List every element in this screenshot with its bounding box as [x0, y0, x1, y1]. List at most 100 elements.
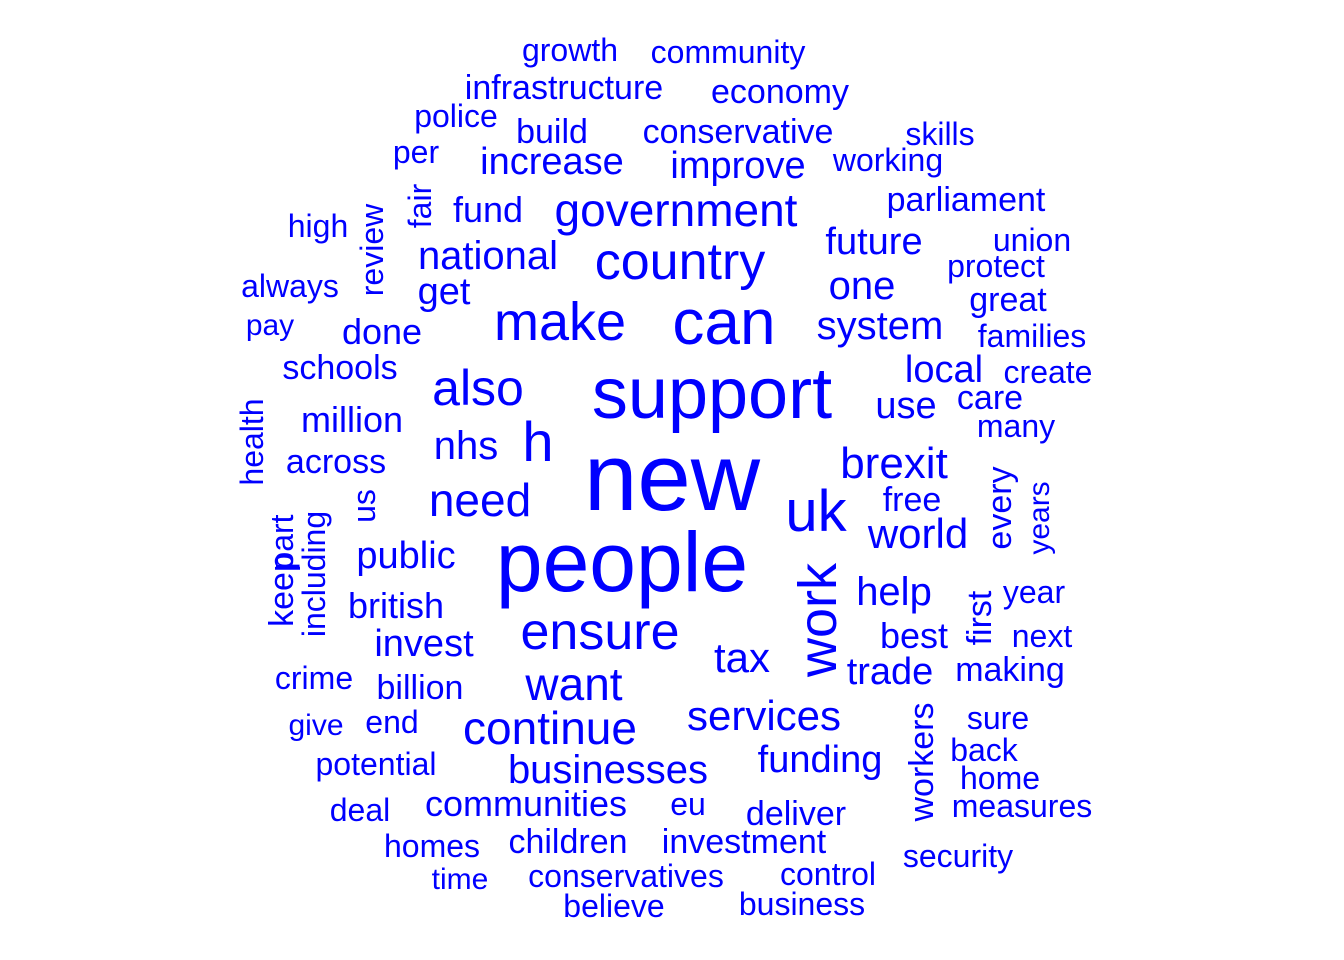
word-get: get [417, 271, 471, 313]
word-fund: fund [452, 189, 524, 230]
word-per: per [392, 134, 440, 170]
word-free: free [882, 481, 942, 519]
word-work: work [788, 562, 848, 678]
word-across: across [285, 443, 387, 481]
word-help: help [856, 570, 932, 614]
word-community: community [650, 34, 806, 70]
word-increase: increase [480, 141, 624, 183]
word-conservative: conservative [642, 113, 834, 151]
word-conservatives: conservatives [528, 858, 724, 894]
word-end: end [365, 704, 419, 740]
word-crime: crime [274, 660, 354, 696]
word-workers: workers [903, 702, 941, 822]
word-eu: eu [670, 786, 706, 822]
word-create: create [1003, 354, 1093, 390]
word-home: home [959, 760, 1041, 796]
word-brexit: brexit [840, 439, 948, 488]
word-british: british [347, 585, 445, 626]
word-support: support [591, 354, 833, 434]
word-can: can [672, 286, 776, 358]
word-protect: protect [947, 248, 1045, 284]
word-schools: schools [282, 349, 398, 387]
word-parliament: parliament [886, 181, 1046, 219]
word-need: need [428, 474, 532, 526]
word-believe: believe [563, 888, 665, 924]
word-including: including [296, 510, 332, 638]
word-fair: fair [402, 183, 438, 229]
word-always: always [241, 268, 339, 304]
word-next: next [1011, 618, 1073, 654]
word-homes: homes [383, 828, 481, 864]
word-high: high [287, 208, 349, 244]
word-also: also [432, 360, 524, 416]
word-give: give [288, 709, 344, 742]
word-done: done [341, 311, 423, 352]
word-one: one [828, 264, 896, 308]
word-many: many [976, 408, 1056, 444]
word-system: system [816, 304, 944, 348]
word-make: make [493, 292, 627, 352]
word-care: care [956, 379, 1024, 417]
word-skills: skills [905, 116, 975, 152]
word-every: every [981, 466, 1019, 550]
word-great: great [969, 281, 1047, 319]
word-families: families [977, 318, 1087, 354]
word-local: local [904, 349, 984, 391]
word-national: national [417, 234, 559, 278]
word-improve: improve [670, 145, 806, 187]
word-people: people [495, 515, 749, 609]
word-review: review [354, 203, 390, 297]
word-us: us [346, 489, 382, 523]
word-police: police [414, 98, 498, 134]
word-future: future [825, 221, 923, 263]
word-part: part [264, 514, 300, 570]
word-measures: measures [951, 788, 1093, 824]
word-best: best [879, 615, 949, 656]
word-tax: tax [713, 634, 771, 681]
word-health: health [234, 398, 270, 486]
word-million: million [300, 399, 404, 440]
word-billion: billion [376, 669, 464, 707]
word-time: time [431, 863, 489, 896]
word-h: h [522, 410, 554, 473]
word-infrastructure: infrastructure [464, 69, 664, 107]
word-businesses: businesses [507, 748, 709, 792]
word-growth: growth [521, 32, 619, 68]
word-public: public [356, 535, 456, 577]
word-trade: trade [846, 651, 934, 693]
word-new: new [583, 424, 761, 531]
word-pay: pay [245, 309, 295, 342]
word-want: want [525, 658, 623, 710]
word-ensure: ensure [520, 603, 680, 661]
word-years: years [1023, 481, 1056, 555]
word-communities: communities [424, 783, 628, 824]
word-invest: invest [374, 623, 474, 665]
word-economy: economy [711, 73, 849, 111]
word-services: services [686, 692, 842, 739]
word-making: making [955, 651, 1065, 689]
word-continue: continue [463, 702, 637, 754]
word-children: children [508, 823, 628, 861]
word-nhs: nhs [433, 424, 499, 468]
word-funding: funding [757, 739, 883, 781]
word-year: year [1002, 574, 1066, 610]
word-first: first [961, 590, 999, 646]
word-control: control [779, 856, 877, 892]
word-build: build [516, 113, 588, 151]
word-deal: deal [329, 792, 391, 828]
word-back: back [950, 732, 1018, 768]
word-union: union [992, 222, 1072, 258]
word-potential: potential [315, 746, 437, 782]
word-deliver: deliver [745, 795, 847, 833]
word-country: country [594, 233, 766, 291]
word-world: world [867, 510, 969, 557]
word-government: government [554, 184, 798, 236]
word-business: business [738, 886, 866, 922]
word-investment: investment [661, 823, 827, 861]
word-sure: sure [966, 700, 1030, 736]
word-use: use [875, 385, 937, 427]
word-security: security [902, 838, 1014, 874]
word-working: working [832, 142, 944, 178]
word-uk: uk [785, 479, 847, 544]
